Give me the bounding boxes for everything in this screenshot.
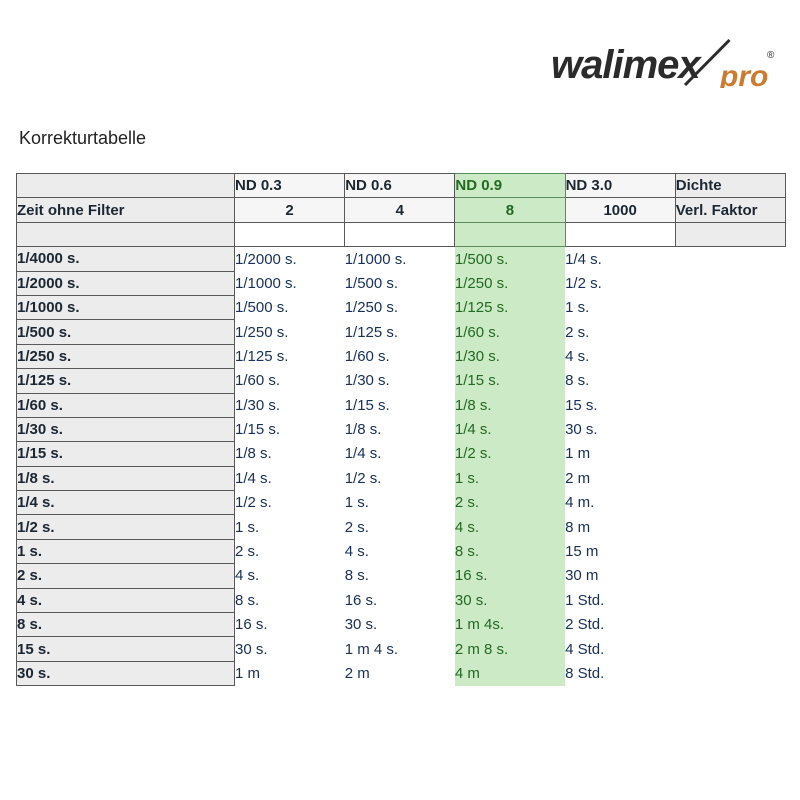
svg-text:walimex: walimex [551, 43, 702, 87]
svg-text:®: ® [767, 50, 775, 61]
svg-text:pro: pro [719, 60, 768, 88]
